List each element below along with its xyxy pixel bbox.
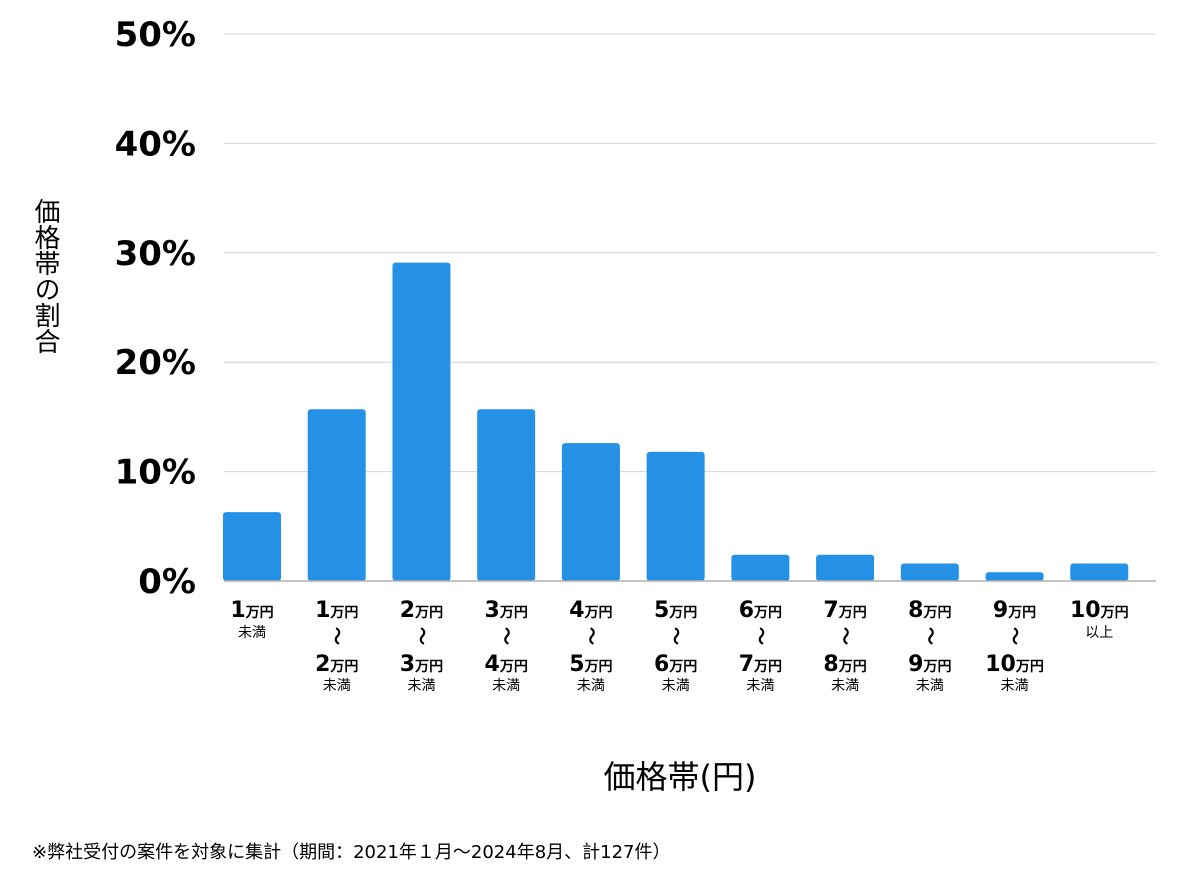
x-axis-categories: 1万円未満1万円〜2万円未満2万円〜3万円未満3万円〜4万円未満4万円〜5万円未… xyxy=(230,598,1128,694)
x-tick-suffix: 未満 xyxy=(238,625,266,641)
x-tick-range-mark: 〜 xyxy=(1004,627,1025,645)
x-tick-range-mark: 〜 xyxy=(834,627,855,645)
x-tick-label: 5万円 xyxy=(569,652,612,677)
x-tick-label: 4万円 xyxy=(485,652,528,677)
x-tick-label: 9万円 xyxy=(908,652,951,677)
y-tick-label: 10% xyxy=(115,453,196,493)
x-axis-label: 価格帯(円) xyxy=(603,758,757,796)
x-tick-suffix: 未満 xyxy=(1001,678,1029,694)
x-tick-range-mark: 〜 xyxy=(749,627,770,645)
x-tick-suffix: 未満 xyxy=(323,678,351,694)
x-tick-label: 2万円 xyxy=(400,598,443,623)
bar xyxy=(816,554,875,581)
bar xyxy=(223,512,281,581)
x-tick-label: 7万円 xyxy=(739,652,782,677)
bar xyxy=(392,262,451,581)
x-tick-label: 8万円 xyxy=(908,598,951,623)
x-tick-range-mark: 〜 xyxy=(495,627,516,645)
x-tick-label: 10万円 xyxy=(985,652,1044,677)
y-tick-label: 20% xyxy=(115,343,196,383)
x-tick-label: 3万円 xyxy=(400,652,443,677)
x-tick-range-mark: 〜 xyxy=(919,627,940,645)
y-axis-ticks: 0% 10% 20% 30% 40% 50% xyxy=(115,15,196,602)
x-tick-label: 6万円 xyxy=(739,598,782,623)
y-tick-label: 30% xyxy=(115,234,196,274)
x-tick-range-mark: 〜 xyxy=(410,627,431,645)
footnote: ※弊社受付の案件を対象に集計（期間：2021年１月〜2024年8月、計127件） xyxy=(32,842,671,863)
y-tick-label: 40% xyxy=(115,124,196,164)
x-tick-label: 9万円 xyxy=(993,598,1036,623)
x-tick-label: 1万円 xyxy=(230,598,273,623)
x-tick-suffix: 未満 xyxy=(407,678,435,694)
bar xyxy=(985,572,1044,581)
gridlines xyxy=(224,33,1156,473)
bar xyxy=(731,554,790,581)
y-tick-label: 0% xyxy=(138,562,196,602)
x-tick-label: 5万円 xyxy=(654,598,697,623)
x-tick-suffix: 以上 xyxy=(1085,625,1113,641)
bars xyxy=(223,262,1129,581)
x-tick-label: 7万円 xyxy=(823,598,866,623)
bar xyxy=(900,563,959,581)
x-tick-label: 8万円 xyxy=(823,652,866,677)
x-tick-suffix: 未満 xyxy=(577,678,605,694)
y-axis-label: 価格帯の割合 xyxy=(30,198,60,354)
x-tick-label: 6万円 xyxy=(654,652,697,677)
x-tick-label: 4万円 xyxy=(569,598,612,623)
x-tick-label: 3万円 xyxy=(485,598,528,623)
x-tick-range-mark: 〜 xyxy=(326,627,347,645)
bar xyxy=(477,409,536,581)
bar xyxy=(307,409,366,581)
x-tick-label: 1万円 xyxy=(315,598,358,623)
x-tick-label: 10万円 xyxy=(1070,598,1129,623)
x-tick-range-mark: 〜 xyxy=(580,627,601,645)
bar xyxy=(561,443,620,581)
bar xyxy=(1070,563,1129,581)
x-tick-range-mark: 〜 xyxy=(665,627,686,645)
x-tick-suffix: 未満 xyxy=(831,678,859,694)
x-tick-suffix: 未満 xyxy=(746,678,774,694)
x-tick-suffix: 未満 xyxy=(662,678,690,694)
bar xyxy=(646,451,705,581)
x-tick-suffix: 未満 xyxy=(492,678,520,694)
x-tick-label: 2万円 xyxy=(315,652,358,677)
y-tick-label: 50% xyxy=(115,15,196,55)
x-tick-suffix: 未満 xyxy=(916,678,944,694)
